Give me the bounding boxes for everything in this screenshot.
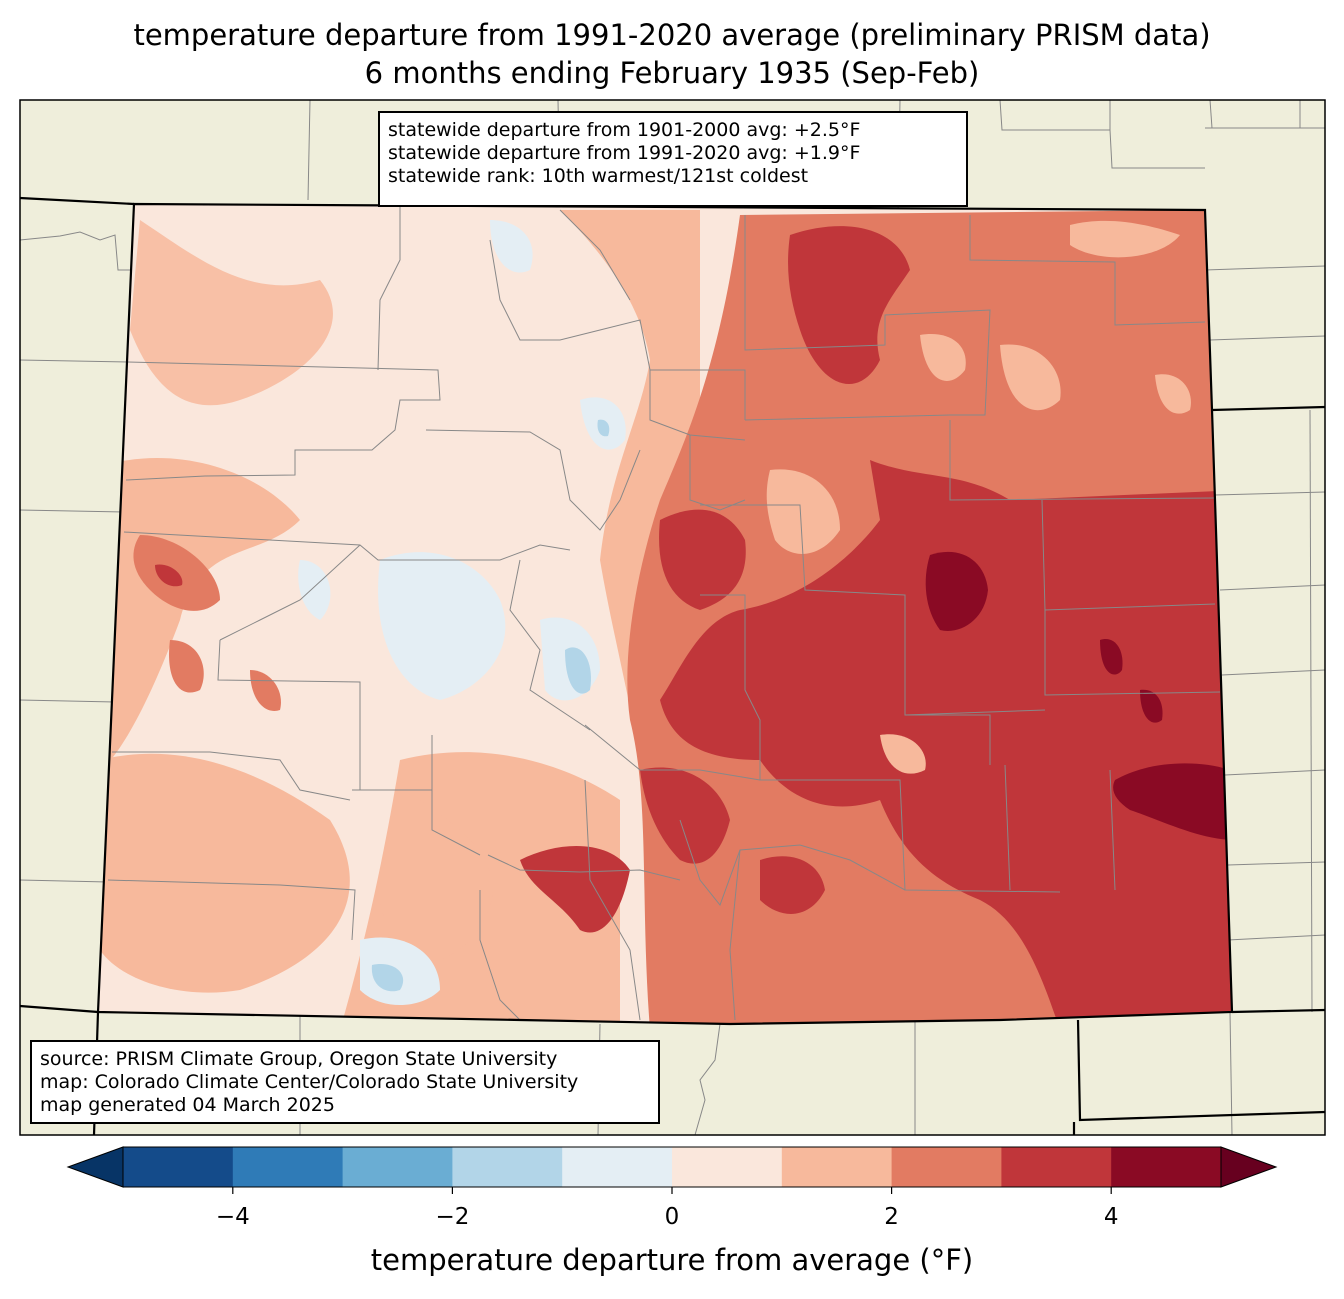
source-box: source: PRISM Climate Group, Oregon Stat… (30, 1040, 660, 1124)
colorbar-over-arrow (1220, 1146, 1278, 1188)
stats-departure-1991-2020: statewide departure from 1991-2020 avg: … (388, 142, 861, 164)
temperature-departure-field (98, 204, 1232, 1024)
colorbar-segment (781, 1147, 893, 1187)
colorbar-segment (891, 1147, 1002, 1187)
colorbar-under-arrow (66, 1146, 124, 1188)
source-line: source: PRISM Climate Group, Oregon Stat… (40, 1048, 558, 1070)
colorbar-tick-label: 4 (1103, 1204, 1119, 1230)
stats-departure-1901-2000: statewide departure from 1901-2000 avg: … (388, 119, 861, 141)
colorbar-label: temperature departure from average (°F) (370, 1243, 974, 1277)
colorbar-segment (123, 1147, 234, 1187)
colorbar-tick-label: −4 (215, 1204, 250, 1230)
stats-rank: statewide rank: 10th warmest/121st colde… (388, 165, 809, 187)
colorbar-segment (1111, 1147, 1222, 1187)
colorbar-segment (1001, 1147, 1112, 1187)
colorbar-tick-label: 2 (884, 1204, 899, 1230)
map-credit-line: map: Colorado Climate Center/Colorado St… (40, 1071, 579, 1093)
colorbar-tick-label: −2 (435, 1204, 470, 1230)
colorado-county-lines (107, 205, 1221, 1021)
map-title: temperature departure from 1991-2020 ave… (133, 18, 1211, 52)
colorbar-segment (232, 1147, 344, 1187)
statewide-stats-box: statewide departure from 1901-2000 avg: … (378, 111, 968, 207)
map-subtitle: 6 months ending February 1935 (Sep-Feb) (364, 56, 980, 90)
map-frame (19, 99, 1326, 1136)
colorbar-segment (452, 1147, 563, 1187)
colorbar-segment (672, 1147, 783, 1187)
colorbar-tick-label: 0 (664, 1204, 680, 1230)
colorbar-segment (342, 1147, 453, 1187)
colorbar-segment (562, 1147, 673, 1187)
map-generated-line: map generated 04 March 2025 (40, 1094, 335, 1116)
